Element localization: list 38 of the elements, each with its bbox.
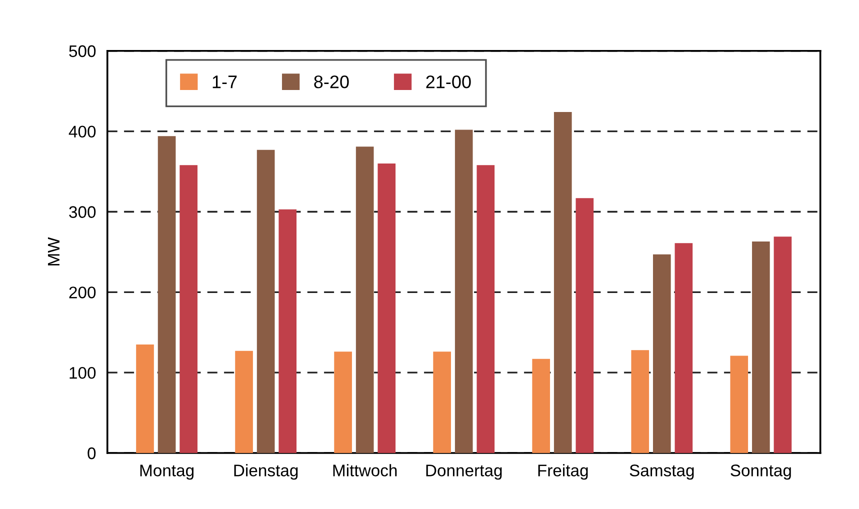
y-tick-label: 200: [69, 286, 96, 298]
bar: [235, 350, 253, 454]
bar: [631, 350, 650, 454]
y-tick-label: 0: [88, 447, 96, 460]
bar: [334, 352, 352, 454]
bar: [356, 146, 374, 454]
bar: [576, 198, 594, 454]
bar: [476, 165, 495, 454]
bar: [278, 209, 297, 454]
bar: [180, 165, 198, 454]
x-tick-label: Samstag: [630, 464, 694, 480]
y-tick-label: 100: [70, 366, 96, 379]
x-tick-label: Freitag: [538, 464, 588, 480]
x-tick-label: Dienstag: [234, 464, 298, 480]
bar: [454, 130, 473, 454]
legend-label: 21-00: [426, 75, 471, 88]
bar: [652, 254, 671, 454]
bar: [674, 243, 693, 454]
bar: [136, 344, 154, 454]
bar: [158, 136, 176, 454]
bar: [554, 112, 572, 454]
bar: [752, 242, 770, 454]
legend-label: 1-7: [212, 76, 237, 88]
y-axis-title: MW: [48, 237, 60, 266]
bar: [256, 150, 275, 454]
y-tick-label: 400: [68, 126, 96, 138]
x-tick-label: Sonntag: [730, 464, 791, 480]
x-tick-label: Mittwoch: [333, 464, 397, 476]
x-tick-label: Donnertag: [426, 464, 502, 480]
bar: [532, 358, 550, 454]
y-tick-label: 300: [69, 206, 96, 218]
bar: [433, 352, 451, 454]
y-tick-label: 500: [69, 45, 96, 58]
bar: [378, 163, 396, 454]
bar: [730, 356, 748, 454]
x-tick-label: Montag: [140, 464, 194, 480]
bar: [774, 236, 792, 454]
legend-label: 8-20: [314, 75, 349, 88]
